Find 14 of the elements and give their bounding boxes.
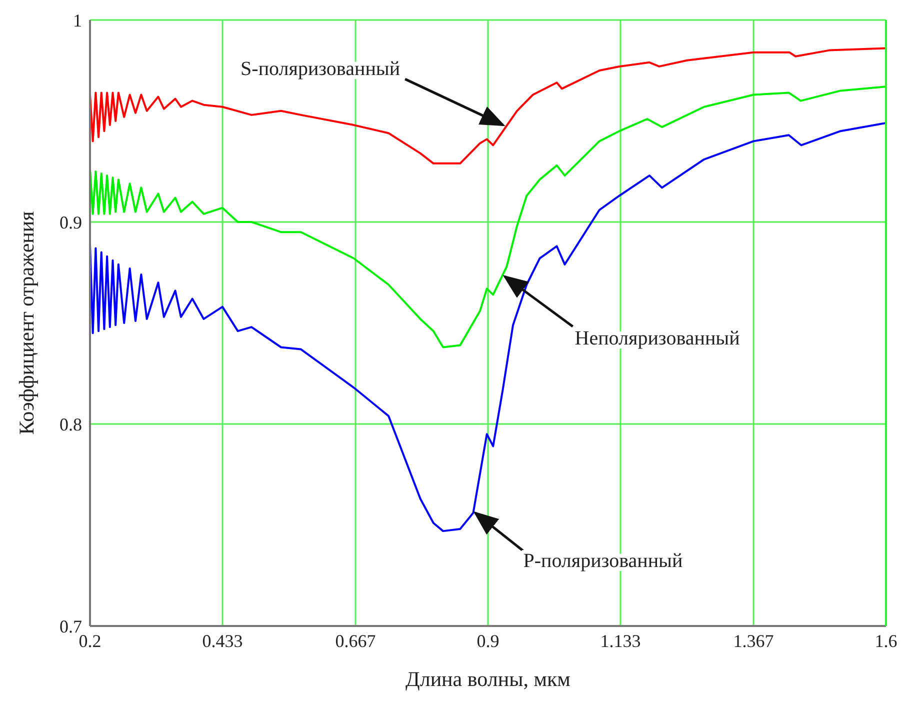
- x-axis-title: Длина волны, мкм: [406, 667, 570, 691]
- x-tick-label: 1.367: [733, 630, 774, 651]
- y-tick-label: 0.9: [60, 212, 82, 232]
- y-tick-label: 0.8: [60, 414, 82, 434]
- x-tick-label: 1.133: [600, 630, 641, 651]
- y-tick-label: 1: [73, 10, 82, 30]
- x-tick-label: 0.667: [335, 630, 376, 651]
- x-tick-label: 0.9: [476, 630, 500, 651]
- y-axis-title: Коэффициент отражения: [14, 210, 38, 435]
- line-series: [90, 122, 886, 532]
- line-series: [90, 86, 886, 348]
- x-tick-label: 0.433: [202, 630, 243, 651]
- x-tick-label: 1.6: [874, 630, 898, 651]
- line-series: [90, 47, 886, 164]
